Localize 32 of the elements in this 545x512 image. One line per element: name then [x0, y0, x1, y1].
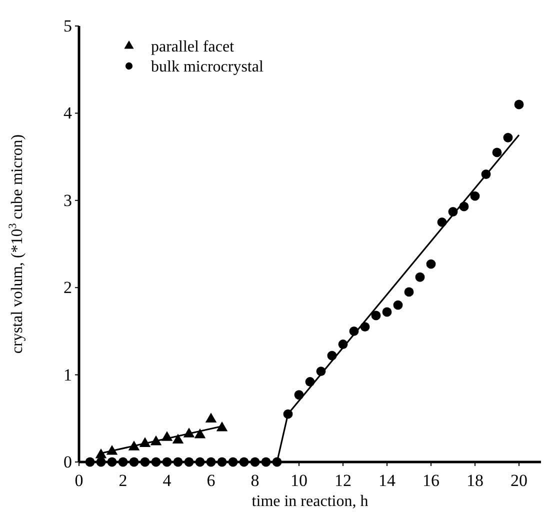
point	[514, 100, 524, 110]
point	[503, 132, 513, 142]
x-tick-label: 2	[118, 471, 128, 490]
x-tick-label: 8	[250, 471, 260, 490]
y-tick-label: 4	[64, 104, 72, 123]
y-tick-label: 3	[64, 190, 72, 210]
y-tick-label: 1	[64, 365, 72, 384]
x-tick-label: 12	[334, 471, 352, 490]
point	[470, 191, 480, 201]
x-tick-label: 10	[290, 471, 308, 490]
point	[415, 272, 425, 282]
point	[393, 300, 403, 310]
y-tick-label: 2	[64, 278, 72, 298]
point	[205, 412, 217, 423]
point	[172, 434, 184, 444]
x-axis-title: time in reaction, h	[252, 493, 368, 510]
point	[404, 287, 414, 297]
x-tick-label: 6	[206, 471, 216, 490]
point	[95, 448, 107, 458]
point	[492, 148, 502, 158]
y-tick-label: 0	[64, 452, 72, 472]
x-tick-label: 14	[378, 471, 396, 490]
legend-label: bulk microcrystal	[151, 58, 264, 76]
point	[371, 310, 381, 320]
x-tick-label: 18	[466, 471, 484, 490]
point	[426, 259, 436, 269]
x-tick-label: 20	[510, 471, 528, 490]
point	[382, 307, 392, 317]
y-tick-label: 5	[64, 16, 72, 36]
x-tick-label: 16	[422, 471, 440, 490]
x-tick-label: 4	[162, 471, 172, 490]
legend-label: parallel facet	[151, 38, 235, 56]
